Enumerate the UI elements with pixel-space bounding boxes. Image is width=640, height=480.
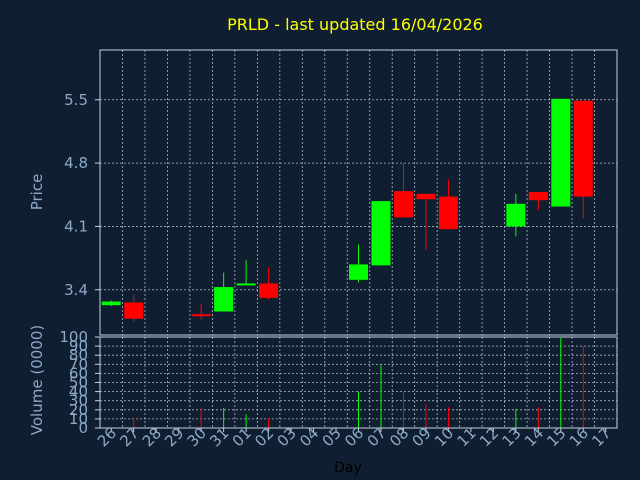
candle-body — [528, 192, 548, 201]
candle-body — [191, 314, 211, 317]
volume-tick-label: 50 — [69, 374, 88, 392]
candle-body — [438, 196, 458, 230]
x-axis-label: Day — [334, 460, 362, 476]
volume-tick-label: 60 — [69, 364, 88, 382]
price-tick-label: 3.4 — [64, 281, 88, 299]
candle-body — [101, 301, 121, 306]
volume-tick-label: 100 — [59, 328, 88, 346]
candle-body — [349, 264, 368, 280]
price-layer — [101, 98, 593, 322]
price-axis-label: Price — [28, 174, 46, 211]
price-tick-label: 4.1 — [64, 217, 88, 235]
candle-body — [214, 287, 234, 312]
volume-tick-label: 40 — [69, 383, 88, 401]
candle-body — [259, 283, 279, 298]
candle-body — [124, 302, 144, 319]
volume-tick-label: 10 — [69, 410, 88, 428]
candle-body — [393, 191, 413, 218]
volume-tick-label: 0 — [78, 419, 88, 437]
price-tick-label: 5.5 — [64, 91, 88, 109]
volume-tick-label: 30 — [69, 392, 88, 410]
candle-body — [506, 203, 526, 227]
grid-layer — [100, 50, 617, 429]
price-panel-frame — [99, 49, 618, 336]
candle-body — [416, 193, 436, 200]
candle-body — [573, 100, 593, 197]
chart-title: PRLD - last updated 16/04/2026 — [227, 15, 483, 34]
candle-body — [551, 98, 571, 207]
volume-layer — [133, 337, 584, 428]
volume-tick-label: 80 — [69, 346, 88, 364]
volume-tick-label: 90 — [69, 337, 88, 355]
candle-body — [236, 283, 256, 286]
price-tick-label: 4.8 — [64, 154, 88, 172]
volume-tick-label: 70 — [69, 355, 88, 373]
volume-axis-label: Volume (0000) — [28, 325, 46, 435]
candle-body — [371, 201, 391, 266]
volume-tick-label: 20 — [69, 401, 88, 419]
